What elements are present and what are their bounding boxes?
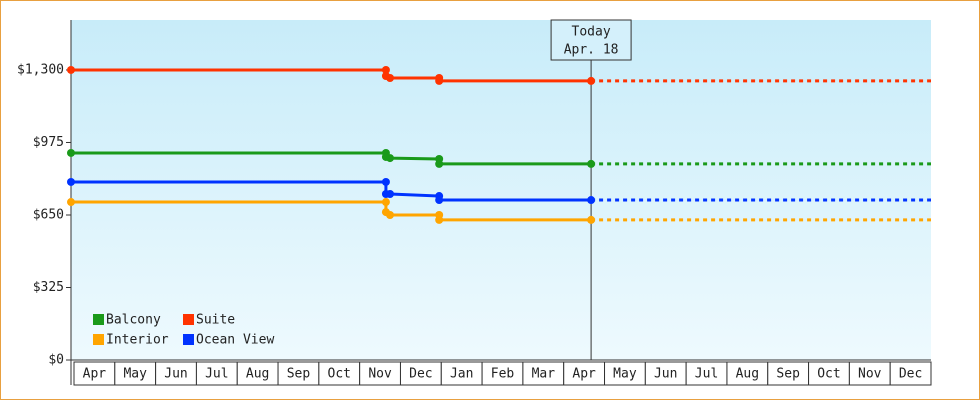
x-tick-label: Jun <box>654 367 677 382</box>
month-cell <box>889 361 932 386</box>
point <box>67 148 75 157</box>
x-tick-label: Oct <box>328 367 351 382</box>
point <box>587 159 596 168</box>
legend-label: Ocean View <box>196 333 274 348</box>
x-tick-label: Apr <box>572 367 596 382</box>
point <box>67 65 75 74</box>
x-tick-label: Sep <box>287 367 311 382</box>
point <box>587 215 596 224</box>
x-tick-label: Sep <box>776 367 800 382</box>
x-tick-label: Nov <box>858 367 882 382</box>
point <box>587 76 596 85</box>
point <box>435 196 444 205</box>
x-tick-label: Jul <box>695 367 718 382</box>
x-tick-label: Nov <box>368 367 392 382</box>
point <box>381 65 390 74</box>
today-marker: Today Apr. 18 <box>550 19 632 360</box>
x-tick-label: Jun <box>164 367 187 382</box>
point <box>386 74 395 83</box>
point <box>435 215 444 224</box>
point <box>381 198 390 207</box>
today-date: Apr. 18 <box>564 43 619 58</box>
y-tick-label: $975 <box>33 135 64 150</box>
x-tick-label: Mar <box>532 367 556 382</box>
x-tick-label: May <box>123 367 147 382</box>
point <box>67 177 75 186</box>
legend-label: Balcony <box>106 313 161 328</box>
point <box>435 76 444 85</box>
x-tick-label: Aug <box>246 367 269 382</box>
x-tick-label: Jan <box>450 367 473 382</box>
point <box>386 190 395 199</box>
x-tick-label: Jul <box>205 367 228 382</box>
point <box>67 198 75 207</box>
legend-label: Suite <box>196 313 235 328</box>
legend-swatch <box>183 334 194 345</box>
x-tick-label: Aug <box>736 367 759 382</box>
point <box>386 210 395 219</box>
point <box>587 196 596 205</box>
x-tick-label: Dec <box>409 367 432 382</box>
today-label: Today <box>572 25 611 40</box>
y-tick-label: $325 <box>33 280 64 295</box>
x-tick-label: Oct <box>817 367 840 382</box>
y-tick-label: $1,300 <box>17 62 64 77</box>
y-tick-label: $0 <box>48 353 64 368</box>
legend-label: Interior <box>106 333 169 348</box>
point <box>435 159 444 168</box>
y-tick-label: $650 <box>33 207 64 222</box>
legend-swatch <box>93 314 104 325</box>
x-tick-label: May <box>613 367 637 382</box>
legend-swatch <box>93 334 104 345</box>
x-tick-label: Dec <box>899 367 922 382</box>
point <box>386 154 395 163</box>
x-tick-label: Feb <box>491 367 515 382</box>
today-box <box>550 19 632 61</box>
point <box>381 177 390 186</box>
x-tick-label: Apr <box>83 367 107 382</box>
legend-swatch <box>183 314 194 325</box>
plot-area <box>71 20 931 360</box>
